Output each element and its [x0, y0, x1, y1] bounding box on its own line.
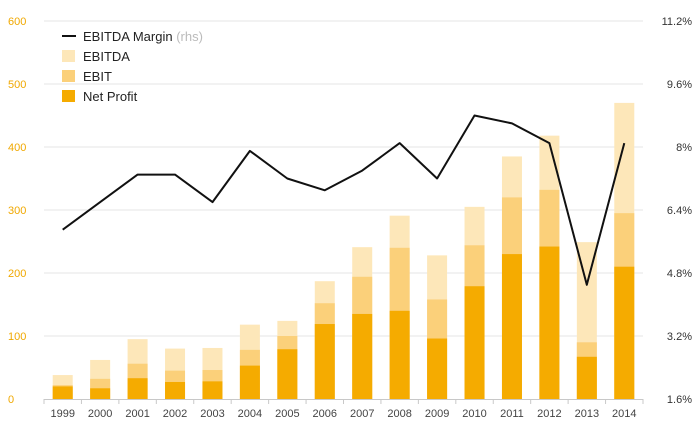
left-tick-label: 600	[8, 16, 26, 28]
x-tick-label: 2005	[275, 408, 299, 420]
legend-box-swatch	[62, 50, 75, 62]
x-tick-label: 2009	[425, 408, 449, 420]
right-tick-label: 6.4%	[667, 205, 692, 217]
right-axis: 1.6% 3.2% 4.8% 6.4% 8% 9.6% 11.2%	[662, 16, 693, 406]
bar-net-profit	[389, 310, 410, 399]
right-tick-label: 3.2%	[667, 331, 692, 343]
legend-label: EBITDA Margin (rhs)	[83, 29, 203, 44]
right-tick-label: 1.6%	[667, 394, 692, 406]
right-tick-label: 4.8%	[667, 268, 692, 280]
legend: EBITDA Margin (rhs) EBITDA EBIT Net Profit	[62, 29, 203, 104]
x-tick-label: 2010	[462, 408, 486, 420]
bars	[52, 102, 635, 400]
bar-net-profit	[52, 386, 73, 399]
bar-net-profit	[501, 254, 522, 399]
right-tick-label: 8%	[676, 142, 692, 154]
bar-net-profit	[539, 246, 560, 399]
ebitda-margin-line	[62, 114, 626, 286]
bar-net-profit	[614, 266, 635, 399]
bar-net-profit	[464, 286, 485, 399]
x-tick-label: 2011	[500, 408, 524, 420]
left-axis: 0 100 200 300 400 500 600	[8, 16, 26, 406]
bar-net-profit	[165, 381, 186, 399]
right-tick-label: 9.6%	[667, 79, 692, 91]
left-tick-label: 300	[8, 205, 26, 217]
legend-label: Net Profit	[83, 89, 138, 104]
x-axis: 1999 2000 2001 2002 2003 2004 2005 2006 2007 2008…	[43, 399, 644, 420]
bar-net-profit	[352, 313, 373, 399]
margin-line	[62, 114, 626, 286]
bar-net-profit	[576, 356, 597, 399]
x-tick-label: 2003	[200, 408, 224, 420]
right-tick-label: 11.2%	[662, 16, 693, 28]
legend-box-swatch	[62, 70, 75, 82]
x-tick-label: 2000	[88, 408, 112, 420]
bar-net-profit	[202, 381, 223, 399]
x-tick-label: 2001	[125, 408, 149, 420]
left-tick-label: 100	[8, 331, 26, 343]
bar-net-profit	[90, 388, 111, 399]
x-tick-label: 1999	[50, 408, 74, 420]
x-tick-label: 2004	[238, 408, 262, 420]
x-tick-label: 2008	[387, 408, 411, 420]
bar-net-profit	[277, 349, 298, 399]
x-tick-label: 2007	[350, 408, 374, 420]
left-tick-label: 400	[8, 142, 26, 154]
legend-label: EBITDA	[83, 49, 130, 64]
left-tick-label: 200	[8, 268, 26, 280]
x-tick-label: 2012	[537, 408, 561, 420]
bar-net-profit	[314, 324, 335, 399]
x-tick-label: 2014	[612, 408, 636, 420]
bar-net-profit	[127, 378, 148, 399]
legend-box-swatch	[62, 90, 75, 102]
bar-net-profit	[239, 365, 260, 399]
legend-label: EBIT	[83, 69, 112, 84]
legend-suffix: (rhs)	[173, 29, 203, 44]
left-tick-label: 0	[8, 394, 14, 406]
bar-net-profit	[427, 338, 448, 399]
x-tick-label: 2006	[313, 408, 337, 420]
x-tick-label: 2013	[575, 408, 599, 420]
left-tick-label: 500	[8, 79, 26, 91]
x-tick-label: 2002	[163, 408, 187, 420]
